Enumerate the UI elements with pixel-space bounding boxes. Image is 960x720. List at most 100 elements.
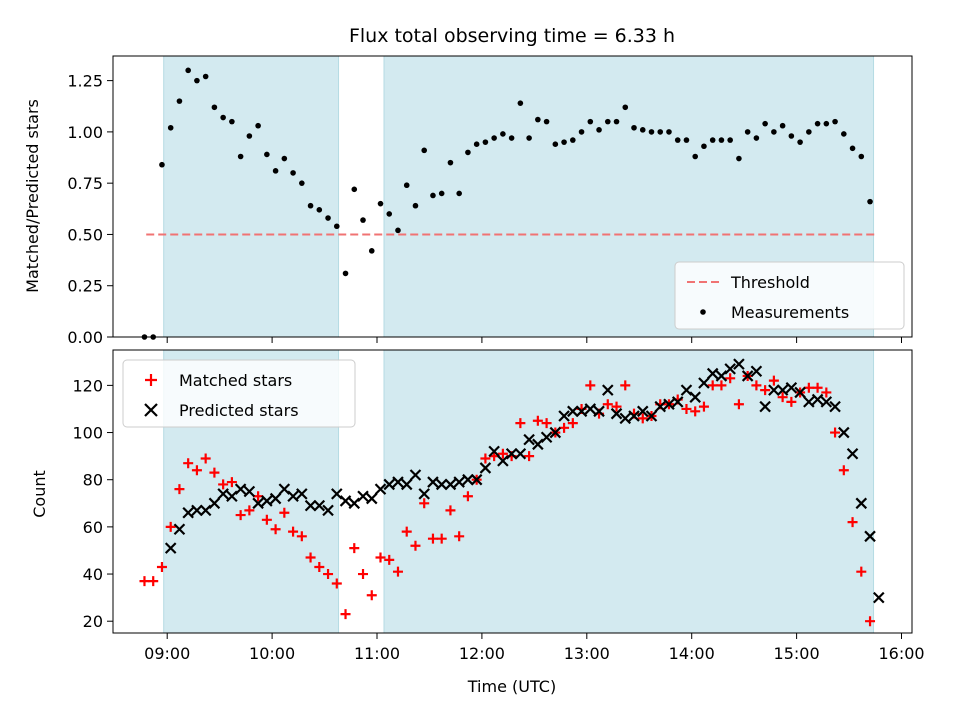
predicted-star-point xyxy=(418,488,430,500)
measurement-point xyxy=(561,139,567,145)
measurement-point xyxy=(264,151,270,158)
top-panel: 0.00 0.25 0.50 0.75 1.00 1.25 Threshold Measure… xyxy=(67,55,913,347)
predicted-star-point xyxy=(584,403,597,415)
matched-star-point xyxy=(602,399,613,410)
matched-star-point xyxy=(165,521,176,532)
matched-star-point xyxy=(305,552,316,563)
measurement-point xyxy=(246,133,253,139)
matched-star-point xyxy=(340,609,351,620)
predicted-star-point xyxy=(435,478,448,491)
measurement-point xyxy=(806,129,812,135)
predicted-star-point xyxy=(164,542,177,554)
bottom-axes-frame xyxy=(112,349,913,634)
matched-star-point xyxy=(261,514,272,525)
predicted-star-point xyxy=(409,469,422,481)
matched-star-point xyxy=(751,380,762,391)
predicted-star-point xyxy=(803,396,815,408)
matched-star-point xyxy=(847,517,858,528)
measurement-point xyxy=(403,182,410,189)
matched-star-point xyxy=(768,375,779,386)
matched-star-point xyxy=(733,399,744,410)
matched-star-point xyxy=(777,392,788,403)
matched-star-point xyxy=(760,385,771,396)
matched-star-point xyxy=(541,418,552,429)
matched-star-point xyxy=(296,531,307,542)
measurement-point xyxy=(395,227,401,234)
predicted-star-point xyxy=(733,358,745,370)
measurement-point xyxy=(360,217,366,223)
matched-star-point xyxy=(384,554,395,565)
predicted-star-point xyxy=(873,591,885,604)
x-tick-label: 13:00 xyxy=(564,644,610,663)
measurement-point xyxy=(159,161,165,168)
predicted-star-point xyxy=(348,497,361,510)
measurement-point xyxy=(281,155,288,162)
matched-star-point xyxy=(401,526,412,537)
predicted-star-point xyxy=(558,410,570,422)
matched-star-point xyxy=(681,403,692,414)
predicted-star-point xyxy=(820,396,833,408)
measurement-point xyxy=(771,129,777,135)
top-observing-band xyxy=(163,55,340,338)
measurement-point xyxy=(229,118,235,125)
predicted-star-point xyxy=(855,497,868,510)
predicted-star-point xyxy=(191,504,203,517)
measurement-point xyxy=(631,124,637,131)
measurement-point xyxy=(736,155,742,162)
measurement-point xyxy=(508,135,515,141)
measurement-point xyxy=(788,133,795,139)
predicted-star-point xyxy=(663,398,675,411)
predicted-star-point xyxy=(636,405,649,418)
matched-star-point xyxy=(226,477,237,488)
measurement-point xyxy=(351,186,358,193)
measurement-point xyxy=(762,120,768,127)
measurement-point xyxy=(666,129,672,135)
measurement-point xyxy=(718,137,725,143)
measurement-point xyxy=(299,180,305,186)
matched-star-point xyxy=(288,526,299,537)
measurement-point xyxy=(307,202,314,209)
legend-measurement-swatch xyxy=(700,309,706,315)
predicted-star-point xyxy=(261,495,273,507)
matched-star-point xyxy=(174,484,185,495)
measurement-point xyxy=(412,202,419,209)
x-tick-label: 11:00 xyxy=(354,644,400,663)
measurement-point xyxy=(185,67,191,74)
matched-star-point xyxy=(838,465,849,476)
predicted-star-point xyxy=(243,485,256,498)
matched-star-point xyxy=(392,566,403,577)
predicted-star-point xyxy=(671,396,684,408)
bottom-legend-label: Matched stars xyxy=(179,371,292,390)
predicted-star-point xyxy=(313,499,326,512)
measurement-point xyxy=(841,131,847,137)
bottom-legend-box xyxy=(122,359,356,428)
measurement-point xyxy=(491,135,497,141)
measurement-point xyxy=(237,153,244,160)
matched-star-point xyxy=(454,531,465,542)
matched-star-point xyxy=(375,552,386,563)
predicted-star-point xyxy=(811,393,824,406)
matched-star-point xyxy=(358,569,369,580)
matched-star-point xyxy=(690,406,701,417)
measurement-point xyxy=(430,192,436,199)
matched-star-point xyxy=(585,380,596,391)
predicted-star-point xyxy=(296,488,308,500)
predicted-star-point xyxy=(278,483,291,495)
matched-star-point xyxy=(637,413,648,424)
matched-star-point xyxy=(611,401,622,412)
matched-star-point xyxy=(139,576,150,587)
measurement-point xyxy=(814,120,821,127)
matched-star-point xyxy=(200,453,211,464)
matched-star-point xyxy=(253,491,264,502)
predicted-star-point xyxy=(514,447,527,460)
legend-predicted-swatch xyxy=(144,403,158,417)
bottom-y-axis-label: Count xyxy=(30,470,49,518)
predicted-star-point xyxy=(383,478,396,491)
measurement-point xyxy=(867,198,873,205)
matched-star-point xyxy=(707,380,718,391)
x-tick-label: 16:00 xyxy=(878,644,924,663)
measurement-point xyxy=(570,137,576,143)
measurement-point xyxy=(202,73,209,80)
predicted-star-point xyxy=(453,476,465,488)
predicted-star-point xyxy=(357,490,369,502)
